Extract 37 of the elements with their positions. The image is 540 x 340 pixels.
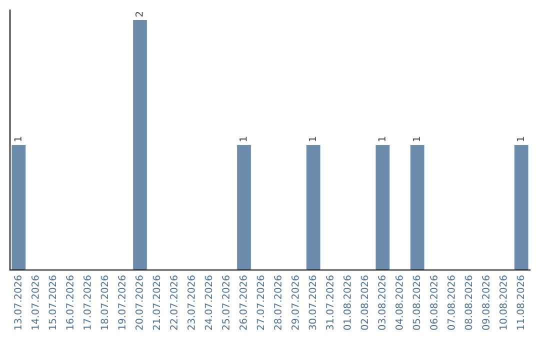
data-label: 1	[240, 136, 247, 142]
x-tick-label: 14.07.2026	[31, 275, 39, 330]
x-tick-label: 27.07.2026	[256, 275, 264, 330]
x-tick-label: 01.08.2026	[343, 275, 351, 330]
x-tick-label: 24.07.2026	[204, 275, 212, 330]
x-tick-label: 22.07.2026	[170, 275, 178, 330]
x-tick-label: 28.07.2026	[274, 275, 282, 330]
data-label: 1	[14, 136, 22, 142]
x-tick-label: 11.08.2026	[516, 275, 524, 330]
x-tick-label: 25.07.2026	[222, 275, 230, 330]
x-tick-label: 21.07.2026	[152, 275, 160, 330]
data-label: 1	[378, 136, 386, 142]
x-tick-label: 13.07.2026	[14, 275, 22, 330]
x-tick-label: 05.08.2026	[412, 275, 420, 330]
x-tick-label: 04.08.2026	[395, 275, 403, 330]
x-tick-label: 18.07.2026	[100, 275, 108, 330]
data-label: 1	[516, 136, 524, 142]
x-tick-label: 29.07.2026	[291, 275, 299, 330]
data-label: 2	[135, 12, 143, 17]
x-tick-label: 31.07.2026	[326, 275, 334, 330]
x-tick-label: 10.08.2026	[499, 275, 507, 330]
x-tick-label: 15.07.2026	[48, 275, 56, 330]
x-tick-label: 30.07.2026	[308, 275, 316, 330]
x-tick-label: 20.07.2026	[135, 275, 143, 330]
x-tick-label: 03.08.2026	[378, 275, 386, 330]
x-tick-label: 23.07.2026	[187, 275, 195, 330]
x-tick-label: 16.07.2026	[66, 275, 74, 330]
x-tick-label: 08.08.2026	[464, 275, 472, 330]
x-tick-label: 09.08.2026	[482, 275, 490, 330]
x-tick-label: 26.07.2026	[239, 275, 247, 330]
data-label: 1	[308, 136, 316, 142]
x-tick-label: 02.08.2026	[360, 275, 368, 330]
data-label: 1	[412, 136, 420, 142]
x-tick-label: 17.07.2026	[83, 275, 91, 330]
x-tick-label: 06.08.2026	[430, 275, 438, 330]
x-tick-label: 19.07.2026	[118, 275, 126, 330]
x-tick-label: 07.08.2026	[447, 275, 455, 330]
